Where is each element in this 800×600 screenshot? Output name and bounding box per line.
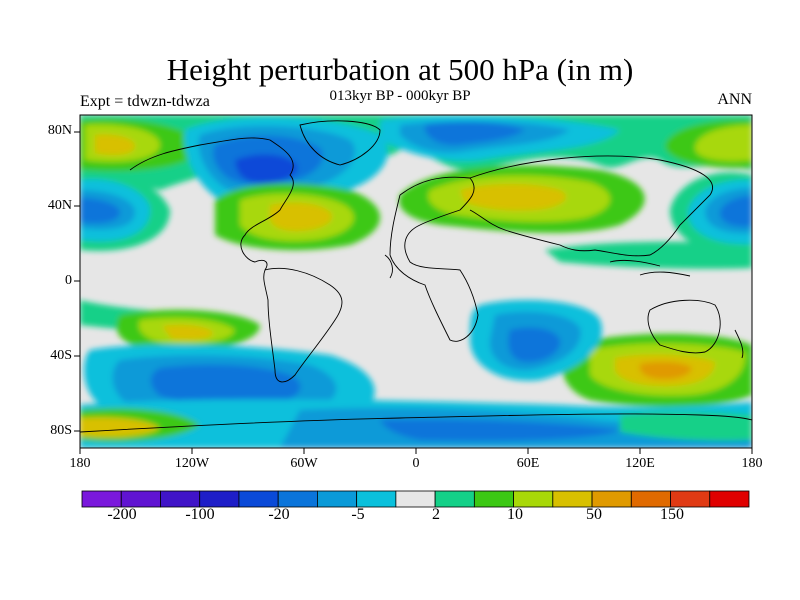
colorbar-swatch	[277, 490, 318, 508]
lat-tick-label: 40N	[47, 198, 72, 213]
colorbar-swatch	[591, 490, 632, 508]
coastlines	[80, 120, 752, 433]
contour-field	[80, 115, 752, 448]
experiment-label: Expt = tdwzn-tdwza	[80, 93, 210, 110]
lon-tick-label: 120E	[625, 456, 655, 471]
colorbar-swatch	[513, 490, 554, 508]
colorbar-swatch	[81, 490, 122, 508]
colorbar-swatch	[395, 490, 436, 508]
lat-tick-label: 80N	[47, 123, 72, 138]
lat-tick-label: 40S	[50, 348, 72, 363]
colorbar-label: 2	[432, 506, 440, 523]
colorbar-label: -200	[107, 506, 137, 523]
colorbar-swatch	[434, 490, 475, 508]
colorbar-label: -20	[268, 506, 290, 523]
colorbar-swatch	[317, 490, 358, 508]
lon-tick-label: 60E	[516, 456, 540, 471]
map-subtitle: 013kyr BP - 000kyr BP	[329, 88, 471, 104]
colorbar	[81, 490, 750, 508]
lon-tick-label: 0	[412, 456, 420, 471]
colorbar-label: 50	[586, 506, 602, 523]
colorbar-swatch	[160, 490, 201, 508]
colorbar-swatch	[552, 490, 593, 508]
colorbar-swatch	[120, 490, 161, 508]
colorbar-swatch	[199, 490, 240, 508]
colorbar-swatch	[238, 490, 279, 508]
lat-tick-label: 0	[65, 273, 72, 288]
season-label: ANN	[717, 91, 752, 108]
colorbar-label: 10	[507, 506, 523, 523]
colorbar-label: -100	[185, 506, 215, 523]
map-title: Height perturbation at 500 hPa (in m)	[166, 52, 634, 87]
lon-tick-label: 120W	[174, 456, 210, 471]
colorbar-swatch	[356, 490, 397, 508]
colorbar-swatch	[670, 490, 711, 508]
colorbar-label: -5	[351, 506, 365, 523]
lon-tick-label: 180	[69, 456, 91, 471]
axis-ticks	[74, 131, 753, 454]
colorbar-swatch	[709, 490, 750, 508]
lon-tick-label: 60W	[290, 456, 318, 471]
colorbar-label: 150	[660, 506, 684, 523]
colorbar-swatch	[630, 490, 671, 508]
colorbar-swatch	[473, 490, 514, 508]
lat-tick-label: 80S	[50, 423, 72, 438]
lon-tick-label: 180	[741, 456, 763, 471]
